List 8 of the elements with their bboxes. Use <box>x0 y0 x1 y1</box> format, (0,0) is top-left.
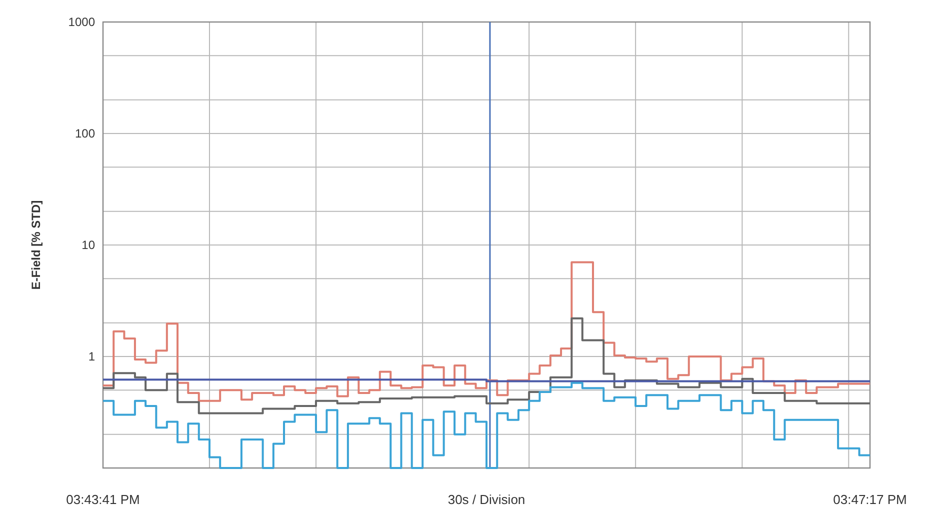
y-tick-label: 100 <box>74 126 96 140</box>
x-tick-label: 03:47:17 PM <box>833 492 907 507</box>
y-tick-label: 10 <box>82 238 96 252</box>
x-axis-title: 30s / Division <box>448 492 526 507</box>
y-axis-title: E-Field [% STD] <box>29 200 43 290</box>
y-tick-label: 1000 <box>68 15 96 29</box>
x-tick-label: 03:43:41 PM <box>66 492 140 507</box>
y-tick-label: 1 <box>88 350 96 364</box>
